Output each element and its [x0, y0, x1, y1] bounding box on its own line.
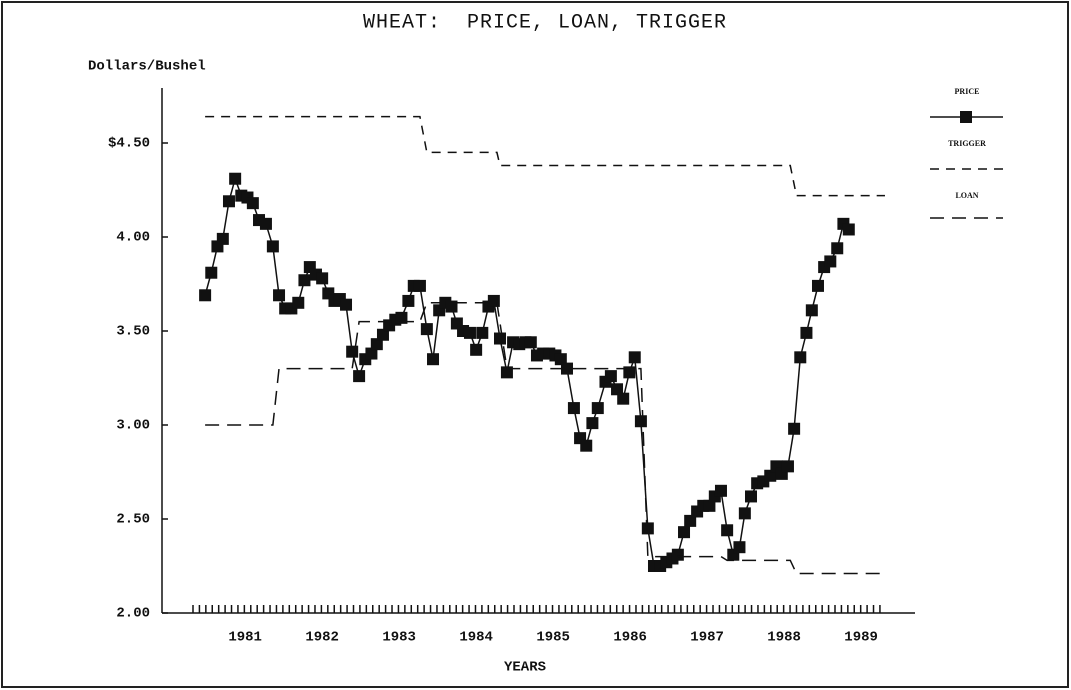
marker	[831, 242, 844, 255]
marker	[641, 522, 654, 535]
marker	[402, 294, 415, 307]
marker	[524, 336, 537, 349]
marker	[623, 366, 636, 379]
marker	[420, 323, 433, 336]
marker	[811, 279, 824, 292]
marker	[591, 402, 604, 415]
marker	[764, 469, 777, 482]
marker	[678, 526, 691, 539]
x-tick-label: 1981	[228, 630, 262, 646]
marker	[684, 514, 697, 527]
legend-marker	[960, 111, 972, 123]
series-line	[204, 176, 850, 567]
marker	[273, 289, 286, 302]
marker	[487, 294, 500, 307]
marker	[617, 392, 630, 405]
marker	[703, 499, 716, 512]
marker	[781, 460, 794, 473]
marker	[205, 266, 218, 279]
marker	[745, 490, 758, 503]
marker	[842, 223, 855, 236]
marker	[395, 311, 408, 324]
marker	[560, 362, 573, 375]
x-tick-label: 1984	[459, 630, 493, 646]
legend-label: TRIGGER	[948, 139, 986, 148]
marker	[292, 296, 305, 309]
x-axis-label: YEARS	[504, 660, 546, 676]
marker	[216, 232, 229, 245]
chart-title: WHEAT: PRICE, LOAN, TRIGGER	[363, 11, 727, 34]
x-tick-label: 1985	[536, 630, 570, 646]
marker	[500, 366, 513, 379]
legend-label: LOAN	[955, 191, 978, 200]
marker	[586, 417, 599, 430]
x-tick-label: 1983	[382, 630, 416, 646]
marker	[800, 326, 813, 339]
marker	[365, 347, 378, 360]
y-tick-label: 4.00	[116, 230, 150, 246]
x-tick-label: 1986	[613, 630, 647, 646]
marker	[733, 541, 746, 554]
marker	[470, 343, 483, 356]
y-axis-label: Dollars/Bushel	[88, 59, 206, 75]
marker	[714, 484, 727, 497]
marker	[222, 195, 235, 208]
marker	[671, 548, 684, 561]
x-tick-label: 1982	[305, 630, 339, 646]
marker	[346, 345, 359, 358]
marker	[353, 370, 366, 383]
legend-label: PRICE	[955, 87, 980, 96]
marker	[794, 351, 807, 364]
marker	[445, 300, 458, 313]
marker	[634, 415, 647, 428]
marker	[266, 240, 279, 253]
marker	[427, 353, 440, 366]
marker	[316, 272, 329, 285]
marker	[340, 298, 353, 311]
marker	[298, 274, 311, 287]
marker	[738, 507, 751, 520]
marker	[494, 332, 507, 345]
marker	[259, 217, 272, 230]
marker	[788, 422, 801, 435]
marker	[554, 353, 567, 366]
marker	[246, 197, 259, 210]
y-tick-label: 2.00	[116, 606, 150, 622]
marker	[721, 524, 734, 537]
marker	[567, 402, 580, 415]
marker	[611, 383, 624, 396]
marker	[476, 326, 489, 339]
marker	[463, 326, 476, 339]
marker	[824, 255, 837, 268]
y-tick-label: 3.50	[116, 324, 150, 340]
marker	[376, 328, 389, 341]
series-line	[205, 302, 885, 575]
marker	[370, 338, 383, 351]
marker	[580, 439, 593, 452]
x-tick-label: 1989	[844, 630, 878, 646]
x-tick-label: 1988	[767, 630, 801, 646]
marker	[413, 279, 426, 292]
x-tick-label: 1987	[690, 630, 724, 646]
y-tick-label: 2.50	[116, 512, 150, 528]
marker	[691, 505, 704, 518]
marker	[604, 370, 617, 383]
marker	[805, 304, 818, 317]
marker	[628, 351, 641, 364]
marker	[199, 289, 212, 302]
y-tick-label: 3.00	[116, 418, 150, 434]
y-tick-label: $4.50	[108, 136, 150, 152]
series-line	[205, 115, 885, 197]
marker	[229, 172, 242, 185]
